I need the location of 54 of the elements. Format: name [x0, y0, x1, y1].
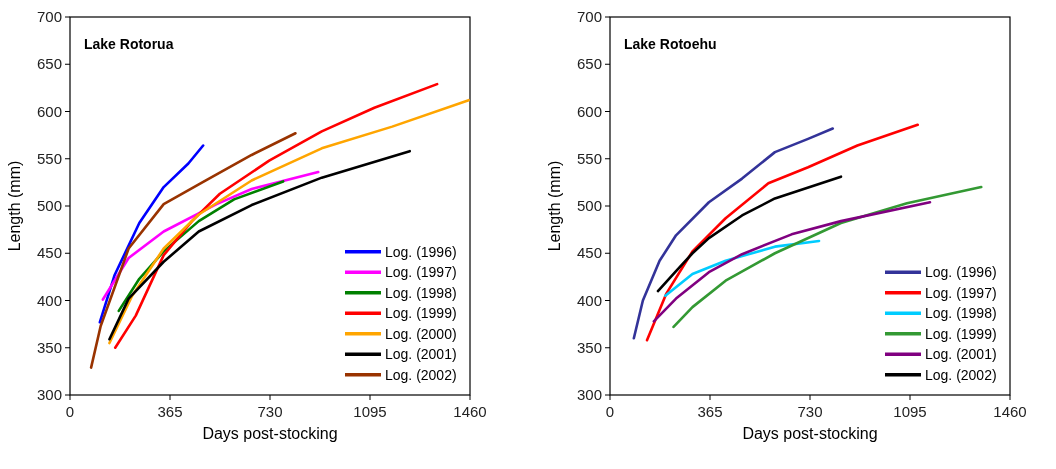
legend-label: Log. (2001): [925, 346, 997, 363]
x-tick-label: 0: [65, 403, 75, 420]
x-axis-title: Days post-stocking: [742, 425, 878, 442]
x-axis-title: Days post-stocking: [202, 425, 338, 442]
y-tick-label: 500: [36, 197, 62, 214]
y-tick-label: 450: [576, 244, 602, 262]
x-tick-label: 1460: [453, 403, 487, 420]
legend-label: Log. (1996): [385, 243, 457, 260]
y-tick-label: 550: [36, 149, 62, 167]
legend-label: Log. (2002): [925, 366, 997, 383]
x-tick-label: 730: [257, 403, 283, 420]
y-tick-label: 400: [576, 291, 602, 309]
legend-label: Log. (1999): [925, 325, 997, 342]
legend-label: Log. (1996): [925, 264, 997, 281]
legend-label: Log. (1999): [385, 305, 457, 322]
line-series: [645, 123, 919, 342]
line-series: [89, 131, 297, 369]
x-tick-label: 1095: [353, 403, 387, 420]
legend-label: Log. (1997): [385, 264, 457, 281]
y-tick-label: 450: [36, 244, 62, 262]
y-tick-label: 600: [36, 102, 62, 120]
legend-label: Log. (2002): [385, 366, 457, 383]
y-tick-label: 700: [576, 8, 602, 25]
line-series: [108, 98, 470, 345]
legend-label: Log. (2001): [385, 346, 457, 363]
y-tick-label: 300: [576, 386, 602, 403]
y-tick-label: 500: [576, 197, 602, 214]
y-tick-label: 300: [36, 386, 62, 403]
y-tick-label: 700: [36, 8, 62, 25]
legend-label: Log. (2000): [385, 325, 457, 342]
line-series: [656, 175, 843, 293]
x-tick-label: 365: [157, 403, 183, 420]
y-axis-title: Length (mm): [6, 160, 23, 252]
x-tick-label: 730: [797, 403, 823, 420]
y-tick-label: 400: [36, 291, 62, 309]
y-tick-label: 650: [36, 55, 62, 73]
y-axis-title: Length (mm): [546, 160, 563, 252]
x-tick-label: 1095: [893, 403, 927, 420]
x-tick-label: 1460: [993, 403, 1027, 420]
line-series: [108, 149, 412, 341]
text: Lake Rotorua: [84, 36, 174, 52]
y-tick-label: 600: [576, 102, 602, 120]
y-tick-label: 350: [36, 338, 62, 356]
y-tick-label: 350: [576, 338, 602, 356]
x-tick-label: 365: [697, 403, 723, 420]
x-tick-label: 0: [605, 403, 615, 420]
line-series: [98, 144, 205, 324]
y-tick-label: 550: [576, 149, 602, 167]
legend-label: Log. (1998): [385, 284, 457, 301]
legend-label: Log. (1998): [925, 305, 997, 322]
text: Lake Rotoehu: [624, 36, 717, 52]
y-tick-label: 650: [576, 55, 602, 73]
legend-label: Log. (1997): [925, 284, 997, 301]
line-series: [632, 127, 835, 340]
